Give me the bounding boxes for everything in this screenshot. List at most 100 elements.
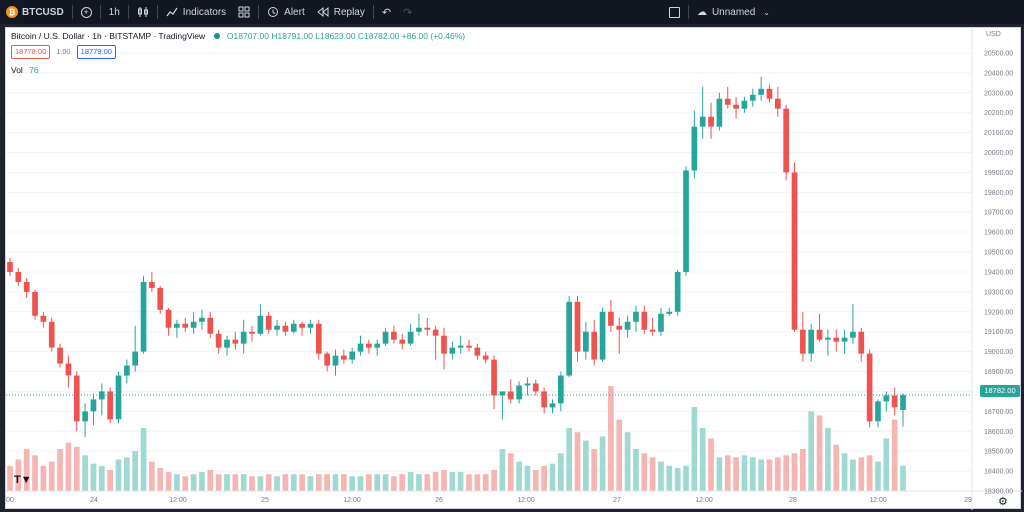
volume-bar: [107, 470, 113, 491]
indicators-button[interactable]: Indicators: [160, 0, 232, 24]
volume-bar: [741, 455, 748, 491]
volume-bar: [416, 474, 422, 491]
volume-bar: [658, 461, 664, 491]
volume-bar: [699, 428, 706, 491]
candle-body: [416, 327, 422, 332]
time-axis[interactable]: 00 24 12:00 25 12:00 26 12:00 27 12:00 28 12:00 29: [6, 497, 972, 504]
interval-button[interactable]: 1h: [103, 0, 126, 24]
candle-body: [15, 271, 22, 282]
candle-body: [73, 375, 80, 422]
sell-price-button[interactable]: 18778.00: [11, 45, 51, 59]
volume-bar: [566, 428, 573, 491]
spread-value: 1.00: [56, 49, 71, 56]
candle-body: [825, 337, 831, 340]
candle-body: [716, 98, 723, 127]
volume-bar: [783, 455, 789, 491]
candle-body: [340, 355, 347, 360]
volume-bar: [825, 428, 831, 491]
candle-body: [741, 100, 748, 109]
volume-bar: [549, 463, 556, 491]
volume-bar: [182, 476, 189, 491]
market-status-icon: [213, 33, 220, 39]
tradingview-logo-icon[interactable]: T▼: [14, 474, 32, 486]
symbol-search-button[interactable]: ₿ BTCUSD: [0, 0, 70, 24]
volume-bar: [733, 457, 739, 491]
candle-body: [315, 323, 322, 354]
price-axis[interactable]: 20500.00 20400.00 20300.00 20200.00 20100.00…: [984, 50, 1013, 495]
price-tick-label: 20400.00: [984, 70, 1013, 77]
volume-value: 76: [29, 65, 39, 75]
candle-body: [190, 321, 197, 328]
candle-body: [466, 345, 472, 348]
volume-bar: [808, 411, 815, 491]
candle-body: [524, 383, 531, 386]
candle-body: [557, 375, 564, 404]
alert-button[interactable]: Alert: [261, 0, 311, 24]
currency-label[interactable]: USD: [986, 31, 1001, 38]
bid-ask-legend: 18778.00 1.00 18779.00: [11, 45, 116, 59]
volume-bar: [649, 457, 656, 491]
candle-body: [207, 317, 214, 334]
time-tick-label: 00: [6, 497, 14, 504]
candle-body: [32, 291, 38, 316]
volume-bar: [382, 474, 389, 491]
candle-body: [699, 116, 706, 127]
time-tick-label: 12:00: [169, 497, 187, 504]
layout-menu-button[interactable]: ☁ Unnamed ⌄: [691, 0, 776, 24]
gear-icon[interactable]: ⚙: [998, 496, 1008, 508]
volume-bar: [57, 449, 63, 491]
chart-type-button[interactable]: [131, 0, 155, 24]
volume-bar: [708, 438, 714, 491]
candle-body: [766, 88, 773, 99]
volume-bar: [883, 438, 890, 491]
redo-button[interactable]: ↷: [397, 0, 418, 24]
volume-bar: [599, 436, 606, 491]
alert-label: Alert: [284, 6, 305, 18]
candle-body: [441, 335, 447, 354]
price-tick-label: 20100.00: [984, 130, 1013, 137]
replay-icon: [316, 6, 329, 18]
volume-bar: [850, 459, 856, 491]
add-symbol-button[interactable]: +: [75, 0, 98, 24]
toolbar-divider: [99, 5, 101, 19]
volume-legend: Vol 76: [11, 65, 39, 75]
candle-body: [149, 281, 155, 288]
candle-body: [232, 339, 239, 344]
candle-body: [132, 351, 139, 366]
buy-price-button[interactable]: 18779.00: [76, 45, 116, 59]
volume-bar: [73, 446, 80, 491]
volume-bar: [900, 465, 906, 491]
undo-button[interactable]: ↶: [376, 0, 397, 24]
volume-bar: [307, 476, 314, 491]
price-chart[interactable]: 20500.00 20400.00 20300.00 20200.00 20100.00…: [6, 28, 1022, 510]
candle-body: [182, 323, 189, 328]
volume-label: Vol: [11, 65, 23, 75]
templates-button[interactable]: [232, 0, 256, 24]
price-tick-label: 20200.00: [984, 110, 1013, 117]
volume-bar: [349, 476, 356, 491]
time-tick-label: 28: [789, 497, 797, 504]
time-tick-label: 12:00: [343, 497, 361, 504]
volume-bar: [532, 470, 539, 491]
candle-body: [532, 383, 539, 392]
fullscreen-button[interactable]: [663, 0, 686, 24]
candle-body: [249, 331, 255, 334]
price-tick-label: 19700.00: [984, 210, 1013, 217]
volume-bar: [215, 474, 222, 491]
candle-body: [48, 321, 55, 348]
candle-body: [749, 94, 756, 101]
volume-bar: [48, 461, 55, 491]
volume-bar: [357, 476, 364, 491]
price-tick-label: 18500.00: [984, 449, 1013, 456]
candle-body: [307, 323, 314, 328]
volume-bar: [124, 457, 130, 491]
candle-body: [841, 337, 848, 342]
candle-body: [90, 399, 97, 412]
candle-body: [124, 365, 130, 376]
candle-body: [816, 329, 823, 340]
replay-button[interactable]: Replay: [311, 0, 371, 24]
chevron-down-icon: ⌄: [763, 7, 770, 17]
chart-panel[interactable]: 20500.00 20400.00 20300.00 20200.00 20100.00…: [5, 27, 1022, 510]
candle-body: [800, 329, 806, 354]
symbol-legend: Bitcoin / U.S. Dollar · 1h · BITSTAMP · …: [11, 31, 465, 41]
